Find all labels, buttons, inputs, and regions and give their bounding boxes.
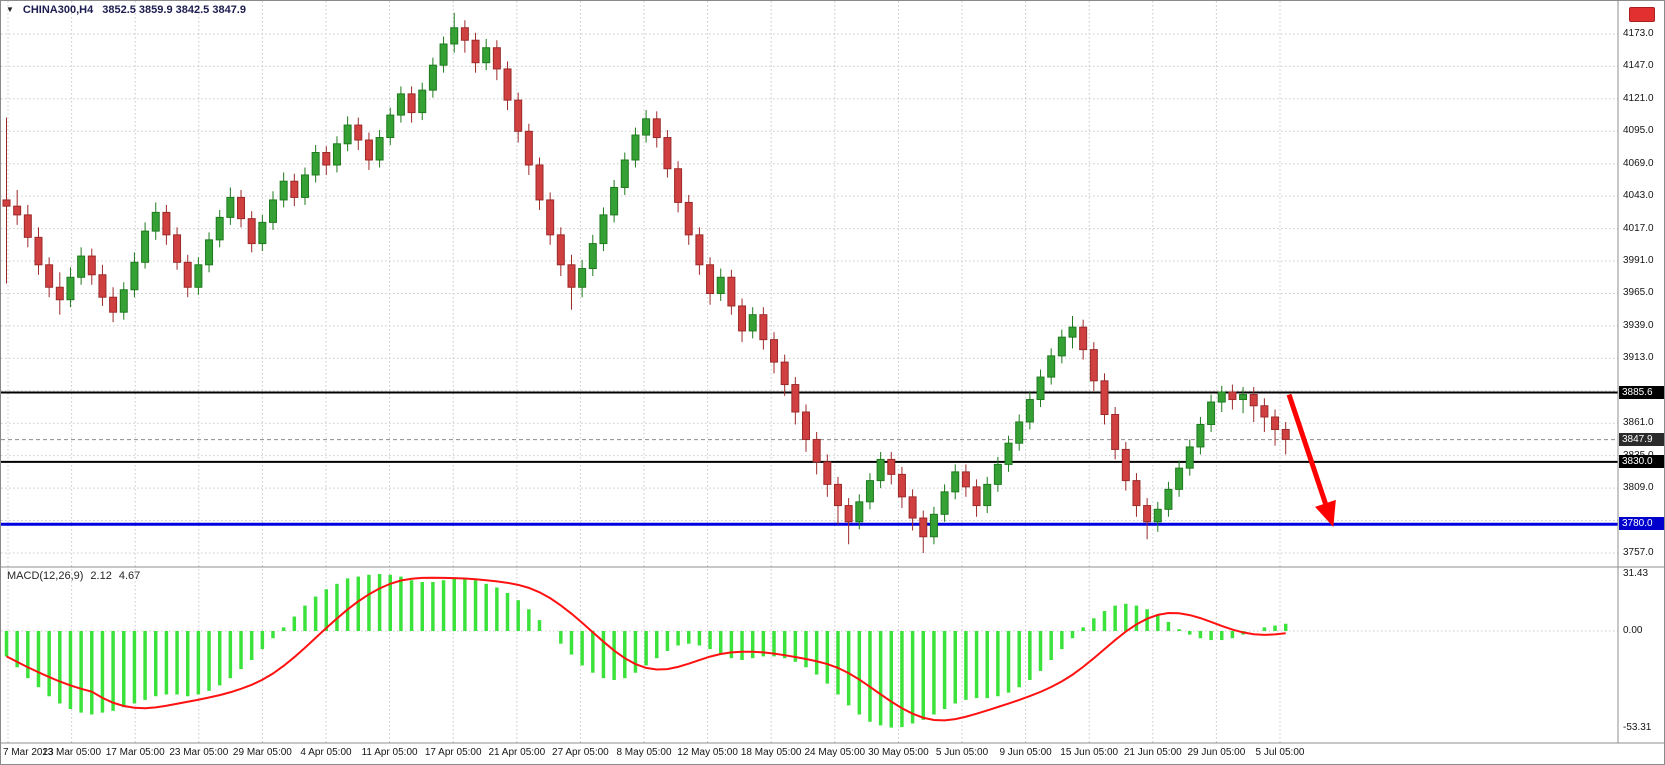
price-tick-label: 3913.0: [1623, 352, 1654, 364]
macd-histogram: [4, 574, 1288, 728]
macd-name-label: MACD(12,26,9): [7, 570, 84, 582]
price-tick-label: 3809.0: [1623, 482, 1654, 494]
price-tick-label: 4095.0: [1623, 125, 1654, 137]
symbol-timeframe-label: CHINA300,H4: [22, 4, 94, 16]
time-label: 21 Jun 05:00: [1123, 747, 1182, 758]
price-axis[interactable]: 4173.0 4147.0 4121.0 4095.0 4069.0 4043.0 4017…: [1619, 1, 1664, 744]
price-tick-label: 3757.0: [1623, 546, 1654, 558]
time-label: 5 Jun 05:00: [935, 747, 989, 758]
time-label: 29 Jun 05:00: [1187, 747, 1246, 758]
time-label: 23 Mar 05:00: [169, 747, 229, 758]
time-label: 21 Apr 05:00: [488, 747, 546, 758]
price-tick-label: 3861.0: [1623, 417, 1654, 429]
time-label: 5 Jul 05:00: [1255, 747, 1305, 758]
time-label: 4 Apr 05:00: [300, 747, 352, 758]
time-label: 7 Mar 2023: [3, 747, 54, 758]
price-tick-label: 4121.0: [1623, 92, 1654, 104]
time-label: 27 Apr 05:00: [552, 747, 609, 758]
time-label: 11 Apr 05:00: [361, 747, 418, 758]
price-tick-label: 4069.0: [1623, 157, 1654, 169]
macd-tick-label: 31.43: [1623, 567, 1649, 579]
price-tick-label: 4147.0: [1623, 60, 1654, 72]
time-label: 17 Mar 05:00: [105, 747, 165, 758]
price-line-badge: 3780.0: [1619, 517, 1664, 531]
price-tick-label: 3991.0: [1623, 255, 1654, 267]
price-tick-label: 4017.0: [1623, 222, 1654, 234]
time-axis[interactable]: 7 Mar 2023 13 Mar 05:00 17 Mar 05:00 23 Mar…: [1, 745, 1618, 764]
price-tick-label: 3965.0: [1623, 287, 1654, 299]
price-line-badge: 3885.6: [1619, 385, 1664, 399]
time-label: 9 Jun 05:00: [999, 747, 1052, 758]
ohlc-values-label: 3852.5 3859.9 3842.5 3847.9: [102, 4, 246, 16]
price-line-badge: 3830.0: [1619, 454, 1664, 468]
grid: [1, 1, 1618, 743]
time-label: 12 May 05:00: [677, 747, 738, 758]
macd-tick-label: -53.31: [1623, 721, 1652, 733]
chart-title: ▼ CHINA300,H4 3852.5 3859.9 3842.5 3847.…: [6, 4, 246, 16]
macd-main-value: 2.12: [90, 570, 112, 582]
time-label: 24 May 05:00: [804, 747, 866, 758]
time-label: 8 May 05:00: [616, 747, 672, 758]
macd-indicator-label: MACD(12,26,9) 2.12 4.67: [7, 570, 140, 582]
price-tick-label: 4043.0: [1623, 190, 1654, 202]
symbol-dropdown-icon: ▼: [6, 4, 14, 14]
time-label: 30 May 05:00: [868, 747, 929, 758]
time-label: 18 May 05:00: [740, 747, 802, 758]
time-label: 29 Mar 05:00: [232, 747, 292, 758]
time-label: 15 Jun 05:00: [1060, 747, 1119, 758]
price-tick-label: 3939.0: [1623, 319, 1654, 331]
candlestick-series: [2, 12, 1290, 553]
trend-arrow[interactable]: [1286, 393, 1336, 528]
macd-signal-value: 4.67: [118, 570, 141, 582]
red-flag-icon: [1629, 7, 1655, 22]
time-label: 13 Mar 05:00: [42, 747, 102, 758]
macd-tick-label: 0.00: [1623, 625, 1643, 636]
time-label: 17 Apr 05:00: [424, 747, 482, 758]
price-tick-label: 4173.0: [1623, 28, 1654, 39]
macd-signal-line: [6, 576, 1286, 722]
price-line-badge: 3847.9: [1619, 432, 1664, 446]
